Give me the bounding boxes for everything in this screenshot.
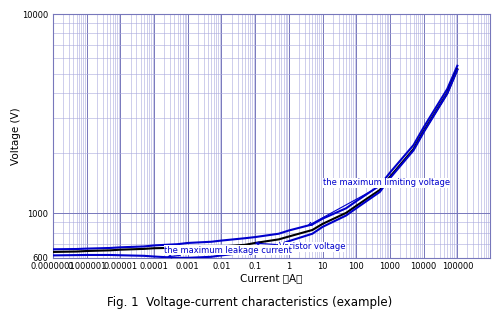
Text: the maximum leakage current: the maximum leakage current — [164, 246, 292, 258]
Text: the maximum limiting voltage: the maximum limiting voltage — [308, 178, 450, 226]
Text: Fig. 1  Voltage-current characteristics (example): Fig. 1 Voltage-current characteristics (… — [108, 296, 393, 309]
Text: Varistor voltage: Varistor voltage — [256, 242, 345, 251]
Y-axis label: Voltage (V): Voltage (V) — [10, 107, 20, 164]
X-axis label: Current （A）: Current （A） — [240, 273, 302, 283]
